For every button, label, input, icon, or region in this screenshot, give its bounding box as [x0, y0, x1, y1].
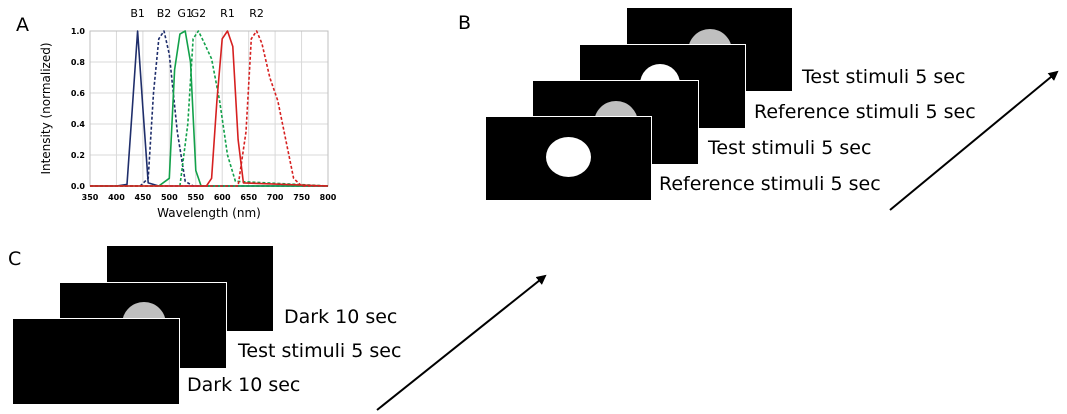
spectrum-chart: 0.0 0.2 0.4 0.6 0.8 1.0 350 400 450 500 550 600 650 7…: [39, 7, 337, 220]
caption-b-2: Reference stimuli 5 sec: [754, 101, 976, 123]
y-axis-label: Intensity (normalized): [39, 42, 53, 174]
y-tick-label: 0.4: [71, 120, 86, 129]
caption-b-1: Test stimuli 5 sec: [802, 66, 966, 88]
x-tick-label: 350: [82, 193, 99, 202]
series-label-g1: G1: [177, 7, 193, 20]
panel-label-c: C: [8, 248, 22, 270]
series-label-b2: B2: [157, 7, 172, 20]
series-line-b2: [90, 30, 328, 187]
panel-label-b: B: [458, 12, 472, 34]
x-tick-label: 550: [187, 193, 204, 202]
y-tick-label: 0.8: [71, 58, 86, 67]
caption-b-4: Reference stimuli 5 sec: [659, 173, 881, 195]
stimulus-screen-dark-front: [12, 318, 180, 405]
y-tick-label: 0.6: [71, 89, 86, 98]
x-tick-label: 600: [214, 193, 231, 202]
x-tick-label: 400: [108, 193, 125, 202]
time-arrow-b: [889, 70, 1059, 211]
time-arrow-c: [376, 274, 547, 411]
x-tick-label: 650: [240, 193, 257, 202]
series-label-g2: G2: [191, 7, 207, 20]
series-line-g2: [90, 30, 329, 187]
series-line-g1: [90, 30, 328, 187]
x-axis-label: Wavelength (nm): [157, 206, 261, 220]
caption-c-2: Test stimuli 5 sec: [238, 340, 402, 362]
reference-stimulus-disc: [546, 137, 591, 177]
x-tick-label: 500: [161, 193, 178, 202]
panel-label-a: A: [16, 14, 29, 36]
x-tick-label: 750: [293, 193, 310, 202]
caption-c-3: Dark 10 sec: [187, 374, 301, 396]
y-tick-label: 0.0: [71, 182, 86, 191]
series-label-r1: R1: [220, 7, 235, 20]
series-label-r2: R2: [249, 7, 264, 20]
y-tick-label: 0.2: [71, 151, 85, 160]
y-tick-label: 1.0: [71, 27, 86, 36]
x-tick-label: 800: [320, 193, 337, 202]
stimulus-screen-reference-front: [485, 116, 652, 201]
x-tick-label: 700: [267, 193, 284, 202]
caption-b-3: Test stimuli 5 sec: [708, 137, 872, 159]
series-label-b1: B1: [130, 7, 145, 20]
series-line-r1: [90, 30, 329, 187]
series-line-r2: [90, 30, 328, 187]
caption-c-1: Dark 10 sec: [284, 306, 398, 328]
x-tick-label: 450: [135, 193, 152, 202]
